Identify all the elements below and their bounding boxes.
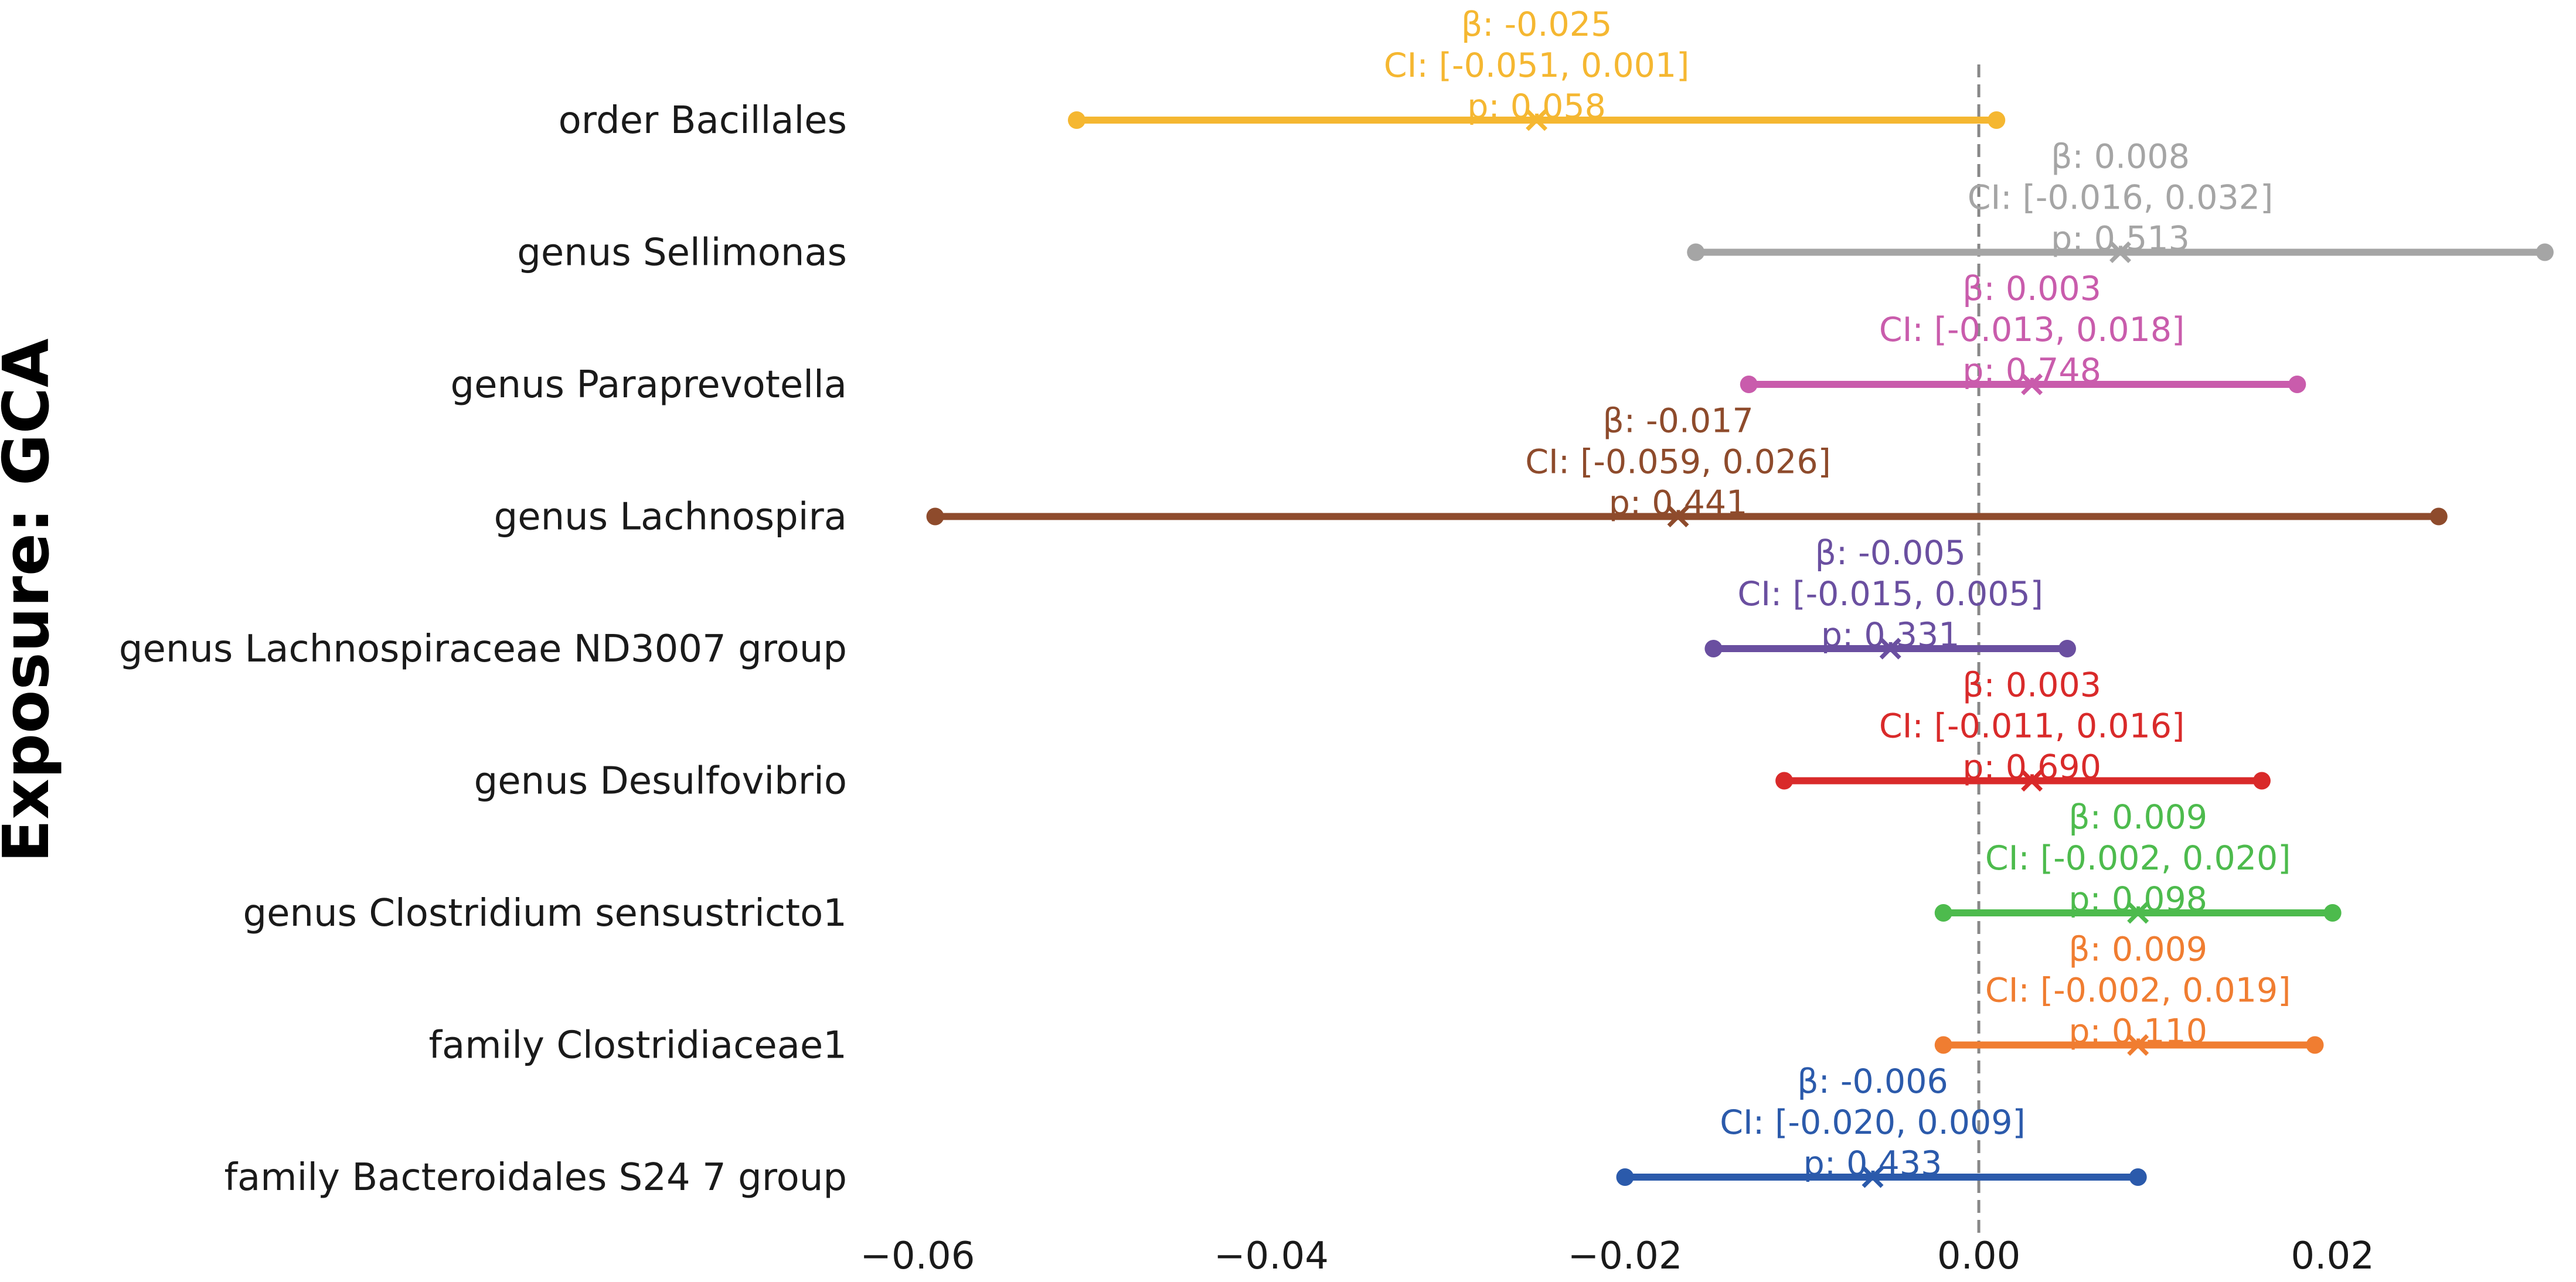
p-annotation: p: 0.513 (2051, 220, 2190, 258)
p-annotation: p: 0.058 (1467, 87, 1606, 126)
forest-row: genus Lachnospiraceae ND3007 group β: -0.… (119, 534, 2076, 671)
category-label: genus Sellimonas (517, 231, 847, 275)
forest-row: family Bacteroidales S24 7 group β: -0.00… (224, 1062, 2147, 1199)
x-tick-label: 0.02 (2291, 1235, 2374, 1278)
p-annotation: p: 0.331 (1821, 616, 1960, 654)
category-label: family Clostridiaceae1 (428, 1024, 847, 1068)
beta-x-marker (1879, 637, 1901, 660)
beta-marker-stroke (2109, 241, 2132, 263)
beta-marker-stroke (1667, 506, 1689, 527)
beta-annotation: β: 0.003 (1962, 666, 2101, 705)
beta-annotation: β: -0.006 (1797, 1062, 1948, 1101)
category-label: genus Paraprevotella (451, 363, 847, 407)
p-annotation: p: 0.748 (1962, 352, 2101, 390)
beta-marker-stroke (2127, 1034, 2149, 1056)
ci-lower-dot (1067, 111, 1085, 129)
ci-upper-dot (2288, 376, 2306, 393)
beta-x-marker (1526, 109, 1548, 131)
beta-x-marker (1862, 1166, 1884, 1188)
beta-x-marker (2021, 770, 2043, 792)
beta-marker-stroke (1862, 1166, 1884, 1188)
category-label: order Bacillales (559, 99, 847, 142)
ci-upper-dot (2129, 1168, 2147, 1186)
ci-lower-dot (1775, 772, 1794, 790)
x-tick-label: 0.00 (1937, 1235, 2021, 1278)
beta-marker-stroke (1526, 109, 1548, 131)
y-axis-label: Exposure: GCA (0, 338, 63, 862)
ci-annotation: CI: [-0.059, 0.026] (1525, 443, 1831, 482)
x-tick-label: −0.02 (1567, 1235, 1682, 1278)
ci-lower-dot (1616, 1168, 1634, 1186)
beta-annotation: β: 0.008 (2051, 138, 2190, 176)
beta-x-marker (2021, 373, 2043, 395)
p-annotation: p: 0.098 (2068, 880, 2207, 919)
beta-x-marker (2127, 1034, 2149, 1056)
beta-marker-stroke (2021, 373, 2043, 395)
beta-marker-stroke (1879, 637, 1901, 660)
ci-lower-dot (926, 507, 944, 526)
ci-annotation: CI: [-0.051, 0.001] (1384, 46, 1690, 85)
forest-row: genus Clostridium sensustricto1 β: 0.009C… (243, 798, 2342, 935)
beta-annotation: β: -0.025 (1461, 5, 1612, 44)
ci-lower-dot (1687, 243, 1705, 261)
ci-upper-dot (2323, 904, 2342, 922)
category-label: genus Lachnospira (494, 496, 847, 539)
ci-upper-dot (1988, 111, 2006, 129)
ci-annotation: CI: [-0.015, 0.005] (1737, 575, 2043, 613)
category-label: genus Clostridium sensustricto1 (243, 892, 848, 935)
ci-annotation: CI: [-0.016, 0.032] (1968, 179, 2274, 217)
beta-annotation: β: -0.005 (1815, 534, 1965, 572)
p-annotation: p: 0.441 (1609, 484, 1748, 523)
beta-annotation: β: 0.003 (1962, 270, 2101, 308)
beta-x-marker (2109, 241, 2132, 263)
beta-marker-stroke (2021, 770, 2043, 792)
p-annotation: p: 0.433 (1803, 1144, 1942, 1183)
x-tick-label: −0.04 (1214, 1235, 1329, 1278)
ci-upper-dot (2058, 640, 2076, 657)
p-annotation: p: 0.110 (2068, 1012, 2207, 1051)
beta-x-marker (1667, 506, 1689, 527)
category-label: genus Lachnospiraceae ND3007 group (119, 628, 847, 671)
category-label: family Bacteroidales S24 7 group (224, 1156, 847, 1199)
ci-annotation: CI: [-0.020, 0.009] (1720, 1103, 2026, 1142)
ci-annotation: CI: [-0.013, 0.018] (1879, 311, 2185, 349)
ci-upper-dot (2306, 1036, 2324, 1054)
ci-upper-dot (2429, 507, 2448, 526)
ci-upper-dot (2536, 243, 2554, 261)
ci-upper-dot (2252, 772, 2271, 790)
beta-annotation: β: 0.009 (2068, 930, 2207, 969)
beta-annotation: β: -0.017 (1602, 402, 1753, 441)
ci-lower-dot (1934, 1036, 1952, 1054)
beta-annotation: β: 0.009 (2068, 798, 2207, 837)
x-tick-label: −0.06 (860, 1235, 975, 1278)
ci-annotation: CI: [-0.011, 0.016] (1879, 707, 2185, 746)
ci-lower-dot (1704, 640, 1723, 657)
ci-annotation: CI: [-0.002, 0.019] (1985, 971, 2291, 1010)
p-annotation: p: 0.690 (1962, 748, 2101, 787)
category-label: genus Desulfovibrio (474, 760, 847, 803)
ci-annotation: CI: [-0.002, 0.020] (1985, 839, 2291, 878)
beta-marker-stroke (2127, 902, 2149, 924)
beta-x-marker (2127, 902, 2149, 924)
ci-lower-dot (1740, 376, 1758, 393)
ci-lower-dot (1934, 904, 1952, 922)
